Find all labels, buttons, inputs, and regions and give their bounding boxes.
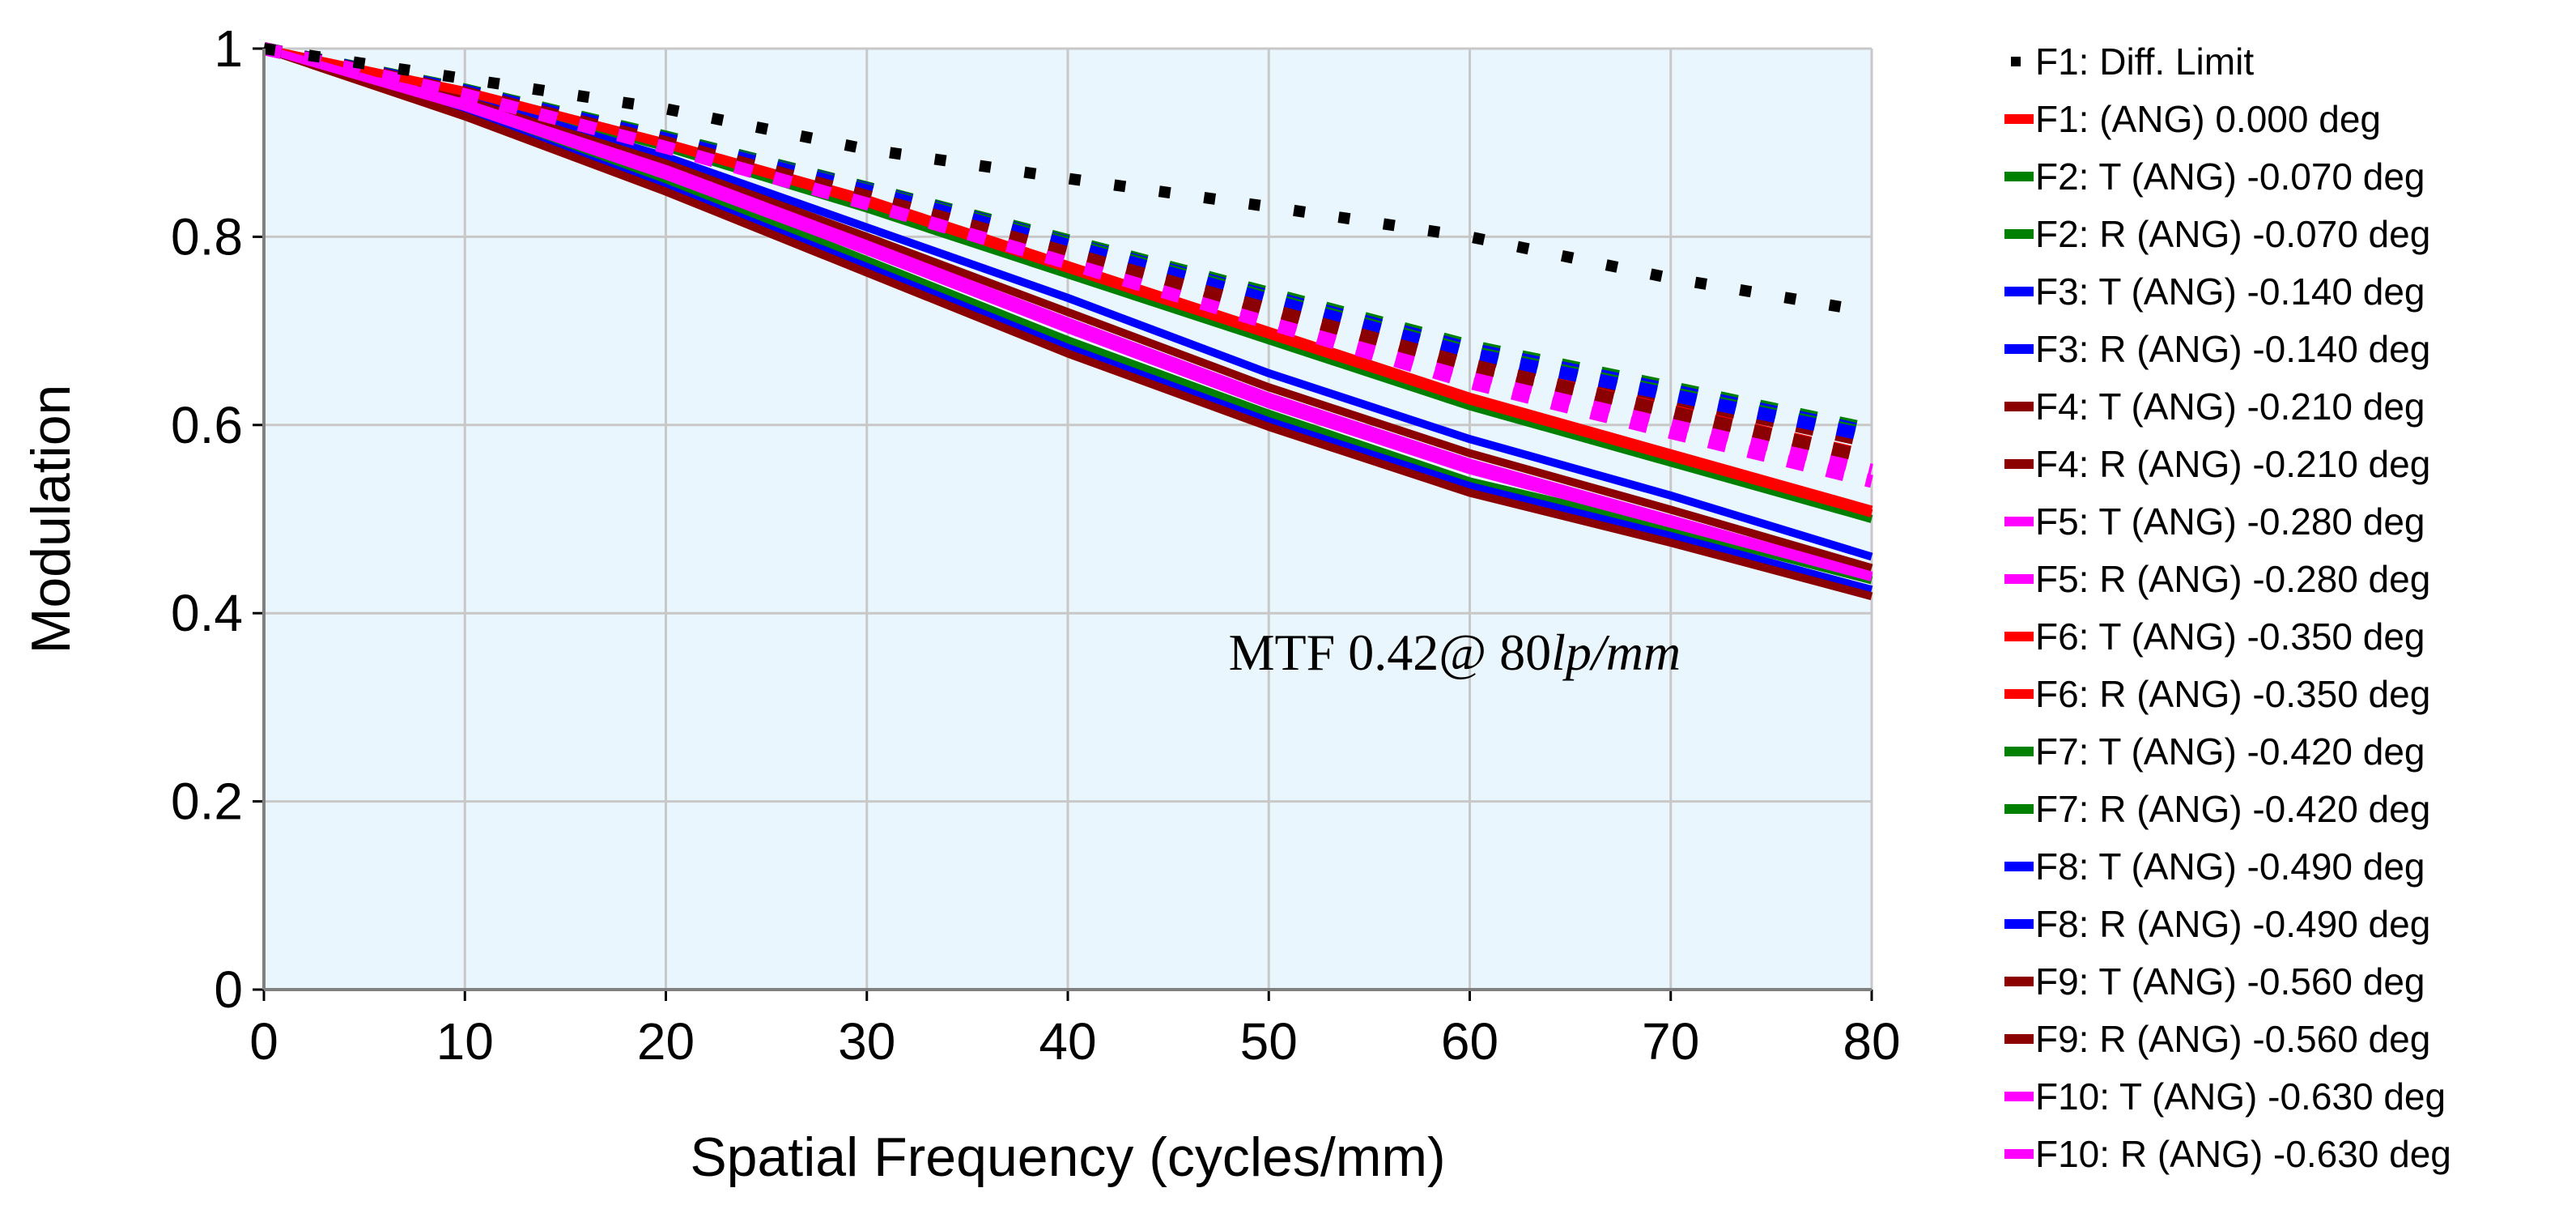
legend-entry: F6: T (ANG) -0.350 deg xyxy=(2004,615,2425,658)
x-tick-label: 80 xyxy=(1843,1012,1900,1071)
legend-entry: F7: T (ANG) -0.420 deg xyxy=(2004,730,2425,773)
series-line-17 xyxy=(262,45,1873,601)
legend-entry: F5: R (ANG) -0.280 deg xyxy=(2004,558,2430,600)
x-tick-labels: 0 10 20 30 40 50 60 70 80 xyxy=(249,1012,1900,1071)
y-tick-label: 0.4 xyxy=(171,584,243,642)
legend-label: F8: T (ANG) -0.490 deg xyxy=(2035,845,2425,888)
legend-entry: F3: R (ANG) -0.140 deg xyxy=(2004,328,2430,370)
legend-entry: F4: T (ANG) -0.210 deg xyxy=(2004,385,2425,428)
mtf-annotation: MTF 0.42@ 80lp/mm xyxy=(1229,624,1681,681)
legend-label: F8: R (ANG) -0.490 deg xyxy=(2035,903,2430,945)
annotation-prefix: MTF 0.42@ 80 xyxy=(1229,624,1552,681)
axes xyxy=(262,49,1872,991)
x-tick-label: 30 xyxy=(838,1012,895,1071)
legend-entry: F8: T (ANG) -0.490 deg xyxy=(2004,845,2425,888)
y-axis-label: Modulation xyxy=(20,385,82,654)
legend: F1: Diff. Limit F1: (ANG) 0.000 deg F2: T … xyxy=(2004,40,2451,1175)
legend-entry: F8: R (ANG) -0.490 deg xyxy=(2004,903,2430,945)
legend-entry: F6: R (ANG) -0.350 deg xyxy=(2004,673,2430,715)
series-line-19 xyxy=(262,45,1873,581)
legend-entry: F5: T (ANG) -0.280 deg xyxy=(2004,500,2425,543)
legend-label: F6: T (ANG) -0.350 deg xyxy=(2035,615,2425,658)
annotation-unit: lp/mm xyxy=(1551,624,1681,681)
legend-label: F4: T (ANG) -0.210 deg xyxy=(2035,385,2425,428)
series-line-20 xyxy=(262,42,1873,488)
legend-label: F4: R (ANG) -0.210 deg xyxy=(2035,443,2430,485)
x-axis-label: Spatial Frequency (cycles/mm) xyxy=(690,1126,1445,1188)
legend-entry: F2: T (ANG) -0.070 deg xyxy=(2004,155,2425,198)
legend-label: F1: Diff. Limit xyxy=(2035,40,2254,83)
series-line-11 xyxy=(262,45,1873,517)
legend-label: F7: T (ANG) -0.420 deg xyxy=(2035,730,2425,773)
x-tick-label: 40 xyxy=(1039,1012,1096,1071)
legend-label: F10: R (ANG) -0.630 deg xyxy=(2035,1133,2451,1175)
legend-label: F3: T (ANG) -0.140 deg xyxy=(2035,270,2425,313)
legend-swatch xyxy=(2011,57,2021,66)
series-line-9 xyxy=(262,45,1873,580)
legend-entry: F3: T (ANG) -0.140 deg xyxy=(2004,270,2425,313)
legend-label: F3: R (ANG) -0.140 deg xyxy=(2035,328,2430,370)
series-line-18 xyxy=(262,42,1873,465)
legend-entry: F10: R (ANG) -0.630 deg xyxy=(2004,1133,2451,1175)
y-tick-label: 0.2 xyxy=(171,773,243,831)
legend-entry: F7: R (ANG) -0.420 deg xyxy=(2004,788,2430,830)
legend-label: F1: (ANG) 0.000 deg xyxy=(2035,98,2381,140)
y-tick-labels: 0 0.2 0.4 0.6 0.8 1 xyxy=(171,19,243,1019)
legend-entry: F4: R (ANG) -0.210 deg xyxy=(2004,443,2430,485)
legend-label: F9: R (ANG) -0.560 deg xyxy=(2035,1018,2430,1060)
y-tick-label: 0.6 xyxy=(171,396,243,454)
legend-entry: F1: Diff. Limit xyxy=(2011,40,2254,83)
y-tick-label: 0 xyxy=(214,960,243,1019)
legend-label: F2: T (ANG) -0.070 deg xyxy=(2035,155,2425,198)
legend-label: F2: R (ANG) -0.070 deg xyxy=(2035,213,2430,255)
legend-entry: F1: (ANG) 0.000 deg xyxy=(2004,98,2381,140)
legend-label: F10: T (ANG) -0.630 deg xyxy=(2035,1075,2446,1118)
legend-entry: F2: R (ANG) -0.070 deg xyxy=(2004,213,2430,255)
legend-entry: F10: T (ANG) -0.630 deg xyxy=(2004,1075,2446,1118)
legend-label: F5: R (ANG) -0.280 deg xyxy=(2035,558,2430,600)
x-tick-label: 50 xyxy=(1240,1012,1298,1071)
legend-entry: F9: R (ANG) -0.560 deg xyxy=(2004,1018,2430,1060)
series-line-16 xyxy=(262,42,1873,443)
legend-label: F6: R (ANG) -0.350 deg xyxy=(2035,673,2430,715)
legend-entry: F9: T (ANG) -0.560 deg xyxy=(2004,960,2425,1003)
legend-label: F5: T (ANG) -0.280 deg xyxy=(2035,500,2425,543)
y-tick-label: 1 xyxy=(214,19,243,78)
y-tick-label: 0.8 xyxy=(171,207,243,266)
series-layer xyxy=(262,42,1873,601)
x-tick-label: 10 xyxy=(436,1012,494,1071)
legend-label: F9: T (ANG) -0.560 deg xyxy=(2035,960,2425,1003)
x-tick-label: 20 xyxy=(637,1012,695,1071)
x-tick-label: 70 xyxy=(1642,1012,1699,1071)
x-tick-label: 0 xyxy=(249,1012,278,1071)
x-tick-label: 60 xyxy=(1441,1012,1498,1071)
series-line-10 xyxy=(262,42,1873,477)
legend-label: F7: R (ANG) -0.420 deg xyxy=(2035,788,2430,830)
